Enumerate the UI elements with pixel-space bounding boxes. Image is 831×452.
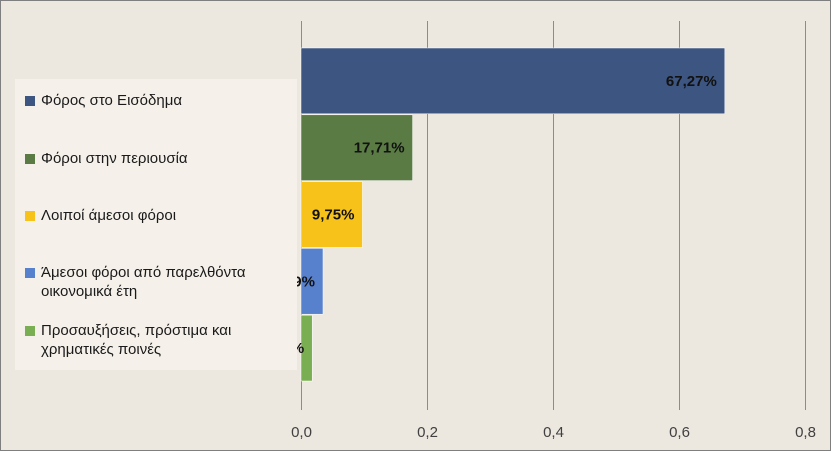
bar: [300, 114, 413, 181]
x-tick-label: 0,0: [291, 424, 312, 441]
legend: Φόρος στο Εισόδημα Φόροι στην περιουσία …: [15, 79, 297, 370]
legend-swatch: [25, 96, 35, 106]
legend-item: Φόροι στην περιουσία: [25, 149, 293, 168]
x-tick-label: 0,8: [795, 424, 816, 441]
bar: [300, 248, 324, 315]
legend-label: Φόρος στο Εισόδημα: [41, 92, 183, 109]
x-tick-label: 0,4: [543, 424, 564, 441]
legend-item: Άμεσοι φόροι από παρελθόντα οικονομικά έ…: [25, 263, 293, 301]
bar: [300, 181, 363, 248]
x-tick-label: 0,6: [669, 424, 690, 441]
data-label: 67,27%: [666, 73, 717, 90]
legend-swatch: [25, 326, 35, 336]
legend-label: Λοιποί άμεσοι φόροι: [41, 207, 177, 224]
legend-label: Άμεσοι φόροι από παρελθόντα οικονομικά έ…: [41, 264, 246, 300]
bar: [300, 314, 313, 382]
x-tick-label: 0,2: [417, 424, 438, 441]
legend-item: Προσαυξήσεις, πρόστιμα και χρηματικές πο…: [25, 321, 293, 359]
legend-swatch: [25, 211, 35, 221]
legend-label: Προσαυξήσεις, πρόστιμα και χρηματικές πο…: [41, 322, 232, 358]
legend-swatch: [25, 154, 35, 164]
legend-item: Λοιποί άμεσοι φόροι: [25, 206, 293, 225]
legend-item: Φόρος στο Εισόδημα: [25, 91, 293, 110]
legend-label: Φόροι στην περιουσία: [41, 150, 188, 167]
data-label: 9,75%: [312, 207, 355, 224]
bar: [300, 47, 726, 115]
legend-swatch: [25, 268, 35, 278]
data-label: 17,71%: [354, 140, 405, 157]
